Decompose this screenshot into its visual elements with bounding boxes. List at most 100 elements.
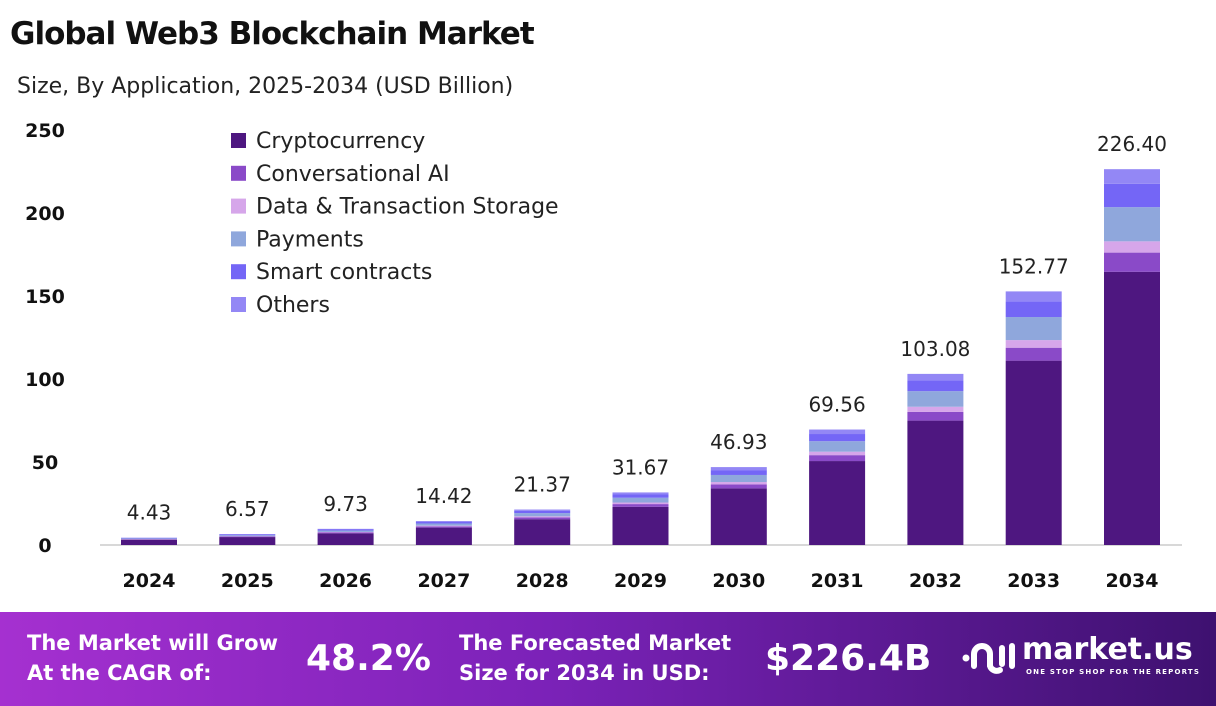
bar-total-label: 6.57: [225, 497, 270, 521]
bar-total-label: 69.56: [808, 393, 865, 417]
x-tick-label: 2034: [1106, 570, 1159, 592]
brand-name: market.us: [1022, 632, 1193, 667]
bar-segment-payments: [1104, 207, 1160, 242]
bar-segment-smart-contracts: [514, 510, 571, 514]
bar-segment-payments: [317, 530, 374, 532]
bar-segment-others: [1005, 291, 1062, 302]
legend-label: Data & Transaction Storage: [256, 195, 559, 220]
x-tick-label: 2031: [811, 570, 864, 592]
x-tick-label: 2027: [417, 570, 470, 592]
bar-segment-cryptocurrency: [1005, 360, 1062, 545]
legend-swatch: [231, 231, 246, 247]
bar-segment-others: [809, 429, 866, 435]
bar-segment-smart-contracts: [907, 380, 964, 392]
bar-segment-cryptocurrency: [514, 519, 571, 545]
bar-segment-cryptocurrency: [121, 539, 177, 545]
bar-segment-smart-contracts: [710, 470, 767, 475]
bar-segment-conversational-ai: [809, 455, 866, 462]
bar-segment-smart-contracts: [219, 534, 276, 536]
legend-swatch: [231, 297, 246, 312]
bar-segment-payments: [514, 513, 571, 517]
bar-segment-conversational-ai: [219, 536, 276, 538]
bar-segment-others: [710, 467, 767, 471]
bar-segment-cryptocurrency: [219, 537, 276, 545]
bar-segment-payments: [809, 441, 866, 452]
bar-segment-payments: [710, 474, 767, 483]
cagr-label: The Market will Grow At the CAGR of:: [27, 628, 278, 688]
bar-segment-smart-contracts: [317, 529, 374, 531]
legend-swatch: [231, 264, 246, 280]
x-tick-label: 2030: [712, 570, 765, 592]
bar-segment-data-transaction-storage: [710, 482, 767, 485]
bar-segment-data-transaction-storage: [1005, 340, 1062, 348]
legend-label: Smart contracts: [256, 260, 432, 285]
bar-segment-conversational-ai: [415, 526, 472, 528]
bar-segment-cryptocurrency: [710, 488, 767, 545]
y-tick-label: 150: [25, 286, 65, 308]
legend-swatch: [231, 198, 246, 214]
bar-segment-conversational-ai: [1104, 252, 1160, 272]
bar-segment-cryptocurrency: [809, 461, 866, 545]
bar-segment-data-transaction-storage: [612, 502, 669, 505]
bar-total-label: 226.40: [1097, 132, 1167, 156]
bar-segment-payments: [907, 391, 964, 407]
bar-segment-others: [612, 492, 669, 495]
cagr-label-line2: At the CAGR of:: [27, 661, 212, 685]
bar-segment-conversational-ai: [907, 411, 964, 421]
bar-segment-data-transaction-storage: [1104, 241, 1160, 253]
x-tick-label: 2032: [909, 570, 962, 592]
bar-segment-others: [907, 373, 964, 381]
bar-segment-cryptocurrency: [415, 527, 472, 545]
x-tick-label: 2029: [614, 570, 667, 592]
footer-banner: The Market will Grow At the CAGR of: 48.2…: [0, 612, 1216, 706]
bar-segment-conversational-ai: [612, 504, 669, 507]
x-tick-label: 2024: [123, 570, 176, 592]
bar-total-label: 4.43: [127, 501, 172, 525]
bar-total-label: 46.93: [710, 430, 767, 454]
legend-label: Payments: [256, 227, 364, 252]
x-tick-label: 2028: [516, 570, 569, 592]
chart-subtitle: Size, By Application, 2025-2034 (USD Bil…: [17, 74, 514, 99]
bar-segment-conversational-ai: [1005, 347, 1062, 361]
bar-segment-smart-contracts: [809, 434, 866, 442]
bar-segment-cryptocurrency: [907, 420, 964, 545]
brand-tagline: ONE STOP SHOP FOR THE REPORTS: [1026, 668, 1201, 676]
y-tick-label: 100: [25, 369, 65, 391]
legend-swatch: [231, 133, 246, 148]
bar-total-label: 21.37: [514, 473, 571, 497]
bar-segment-payments: [612, 497, 669, 503]
bar-segment-payments: [121, 538, 177, 540]
bar-total-label: 31.67: [612, 455, 669, 479]
x-tick-label: 2025: [221, 570, 274, 592]
y-tick-label: 250: [25, 120, 65, 142]
bar-segment-payments: [415, 523, 472, 526]
bar-segment-smart-contracts: [1104, 183, 1160, 208]
y-tick-label: 200: [25, 203, 65, 225]
bar-segment-data-transaction-storage: [514, 516, 571, 518]
cagr-value: 48.2%: [306, 638, 431, 679]
bar-total-label: 152.77: [999, 254, 1069, 278]
y-tick-label: 50: [32, 452, 58, 474]
forecast-label-line1: The Forecasted Market: [459, 631, 732, 655]
bar-segment-others: [1104, 169, 1160, 184]
bar-segment-others: [514, 509, 571, 511]
bar-segment-payments: [1005, 317, 1062, 341]
bar-segment-data-transaction-storage: [415, 525, 472, 527]
bar-segment-smart-contracts: [612, 494, 669, 498]
bar-segment-smart-contracts: [1005, 301, 1062, 318]
x-tick-label: 2033: [1007, 570, 1060, 592]
forecast-value: $226.4B: [765, 638, 932, 679]
bar-segment-others: [317, 528, 374, 530]
bar-segment-conversational-ai: [317, 532, 374, 534]
legend-label: Others: [256, 293, 330, 318]
legend-swatch: [231, 165, 246, 181]
legend-label: Conversational AI: [256, 162, 450, 187]
bar-segment-payments: [219, 535, 276, 537]
bar-total-label: 9.73: [323, 492, 368, 516]
bar-segment-data-transaction-storage: [907, 406, 964, 412]
stacked-bar-chart: 0 50 100 150 200 250 4.43 2024 6.57 2025 9.73 2026 1…: [25, 120, 1182, 592]
bar-segment-data-transaction-storage: [809, 451, 866, 456]
bar-segment-conversational-ai: [710, 484, 767, 489]
bar-segment-others: [415, 521, 472, 523]
cagr-label-line1: The Market will Grow: [27, 631, 278, 655]
